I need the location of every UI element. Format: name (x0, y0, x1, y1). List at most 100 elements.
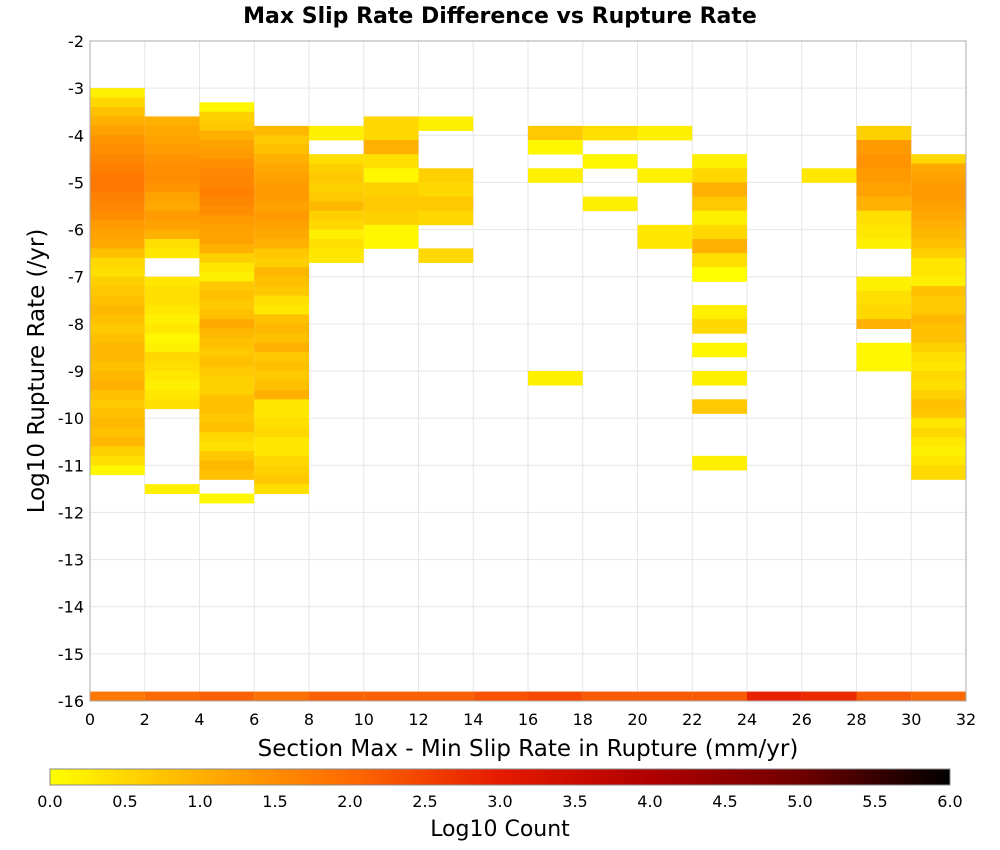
heatmap-cell (911, 295, 966, 306)
heatmap-cell (90, 210, 145, 221)
heatmap-cell (90, 276, 145, 287)
heatmap-cell (199, 149, 255, 160)
heatmap-cell (363, 140, 419, 155)
heatmap-cell (199, 394, 255, 405)
heatmap-cell (911, 248, 966, 259)
heatmap-cell (199, 290, 255, 301)
heatmap-cell (254, 295, 309, 306)
heatmap-cell (254, 210, 309, 221)
heatmap-cell (90, 116, 145, 127)
colorbar-tick-label: 4.0 (637, 792, 662, 811)
heatmap-cell (309, 163, 364, 174)
heatmap-cell (199, 300, 255, 311)
heatmap-cell (363, 224, 419, 249)
heatmap-cell (199, 338, 255, 348)
heatmap-cell (528, 691, 583, 701)
heatmap-cell (144, 201, 200, 212)
heatmap-cell (254, 239, 309, 249)
heatmap-cell (911, 314, 966, 325)
heatmap-cell (911, 446, 966, 457)
heatmap-cell (856, 290, 912, 306)
colorbar-tick-label: 3.0 (487, 792, 512, 811)
heatmap-cell (90, 465, 145, 476)
y-tick-label: -12 (58, 503, 84, 522)
heatmap-cell (90, 239, 145, 249)
heatmap-cell (692, 253, 747, 268)
heatmap-cell (254, 408, 309, 419)
colorbar-label: Log10 Count (430, 817, 570, 842)
heatmap-cell (254, 305, 309, 315)
heatmap-cell (254, 229, 309, 240)
heatmap-cell (199, 234, 255, 245)
y-tick-label: -4 (68, 126, 84, 145)
heatmap-cell (692, 305, 747, 320)
heatmap-cell (90, 314, 145, 325)
heatmap-cell (144, 389, 200, 400)
heatmap-cell (90, 154, 145, 164)
heatmap-cell (418, 210, 474, 226)
heatmap-cell (473, 691, 528, 701)
heatmap-cell (254, 286, 309, 296)
heatmap-cell (856, 210, 912, 226)
heatmap-cell (911, 173, 966, 183)
heatmap-cell (90, 437, 145, 447)
heatmap-cell (692, 210, 747, 226)
heatmap-cell (856, 140, 912, 155)
heatmap-cell (199, 168, 255, 179)
heatmap-cell (254, 342, 309, 353)
heatmap-cell (199, 451, 255, 461)
heatmap-cell (199, 328, 255, 339)
heatmap-cell (637, 125, 693, 141)
heatmap-cell (144, 229, 200, 240)
heatmap-cell (309, 691, 364, 701)
heatmap-cell (199, 404, 255, 414)
heatmap-cell (911, 163, 966, 174)
colorbar-tick-label: 6.0 (937, 792, 962, 811)
heatmap-cell (144, 163, 200, 174)
heatmap-cell (90, 455, 145, 466)
heatmap-cell (418, 196, 474, 212)
heatmap-cell (254, 182, 309, 193)
y-tick-label: -6 (68, 221, 84, 240)
heatmap-cell (90, 88, 145, 98)
heatmap-cell (363, 168, 419, 183)
heatmap-cell (199, 121, 255, 131)
heatmap-cell (254, 173, 309, 183)
heatmap-cell (528, 168, 583, 183)
heatmap-cell (199, 422, 255, 433)
colorbar-tick-label: 0.0 (37, 792, 62, 811)
heatmap-cell (911, 352, 966, 362)
heatmap-cell (199, 470, 255, 480)
heatmap-cell (199, 130, 255, 141)
heatmap-cell (199, 493, 255, 504)
heatmap-cell (856, 276, 912, 292)
colorbar-tick-label: 1.5 (262, 792, 287, 811)
x-tick-label: 4 (194, 710, 204, 729)
heatmap-cell (144, 371, 200, 381)
heatmap-cell (90, 107, 145, 117)
x-tick-label: 10 (354, 710, 374, 729)
heatmap-cell (144, 125, 200, 136)
heatmap-cell (254, 455, 309, 466)
heatmap-cell (199, 196, 255, 207)
heatmap-cell (144, 380, 200, 391)
heatmap-cell (856, 691, 912, 701)
heatmap-cells (90, 88, 966, 701)
heatmap-cell (418, 116, 474, 131)
heatmap-cell (199, 111, 255, 122)
heatmap-cell (801, 691, 857, 701)
heatmap-cell (199, 206, 255, 216)
y-tick-label: -5 (68, 173, 84, 192)
heatmap-cell (199, 158, 255, 169)
heatmap-cell (363, 154, 419, 169)
heatmap-cell (692, 319, 747, 334)
heatmap-cell (199, 441, 255, 452)
heatmap-cell (90, 399, 145, 410)
colorbar-tick-label: 0.5 (112, 792, 137, 811)
heatmap-cell (692, 182, 747, 197)
x-tick-label: 22 (682, 710, 702, 729)
heatmap-cell (254, 125, 309, 136)
heatmap-cell (90, 201, 145, 212)
heatmap-cell (856, 342, 912, 372)
heatmap-cell (856, 305, 912, 320)
